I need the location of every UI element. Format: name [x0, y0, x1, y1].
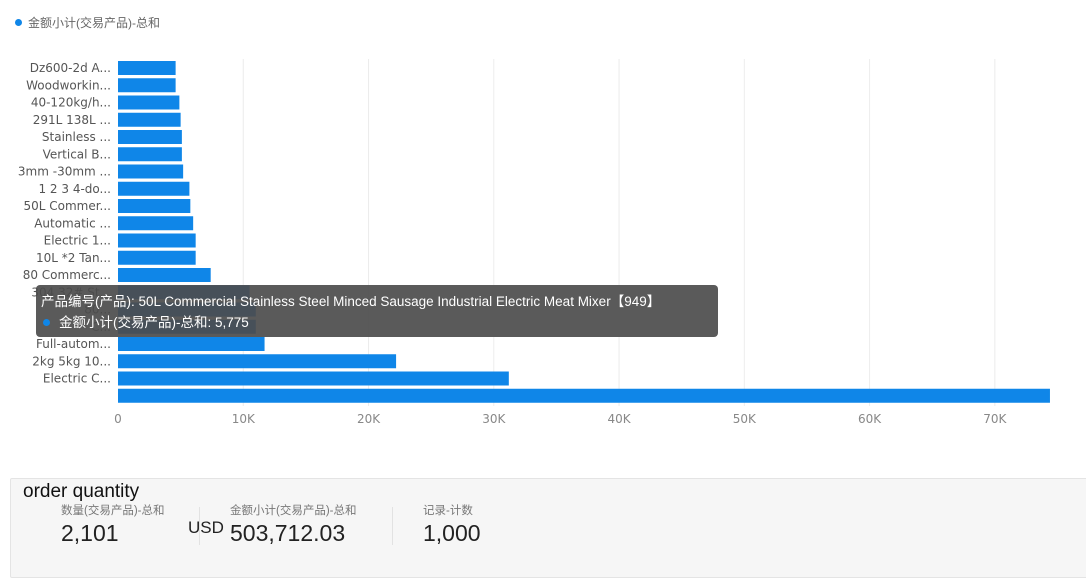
category-label: Automatic ... [34, 216, 111, 230]
bar[interactable] [118, 388, 1050, 403]
bar[interactable] [118, 268, 211, 282]
category-label: 80 Commerc... [23, 268, 111, 282]
summary-title: order quantity [23, 481, 140, 502]
bar[interactable] [118, 233, 196, 248]
tooltip-value: 金额小计(交易产品)-总和: 5,775 [59, 315, 249, 330]
category-label: 1 2 3 4-do... [38, 182, 111, 196]
kpi-quantity: 数量(交易产品)-总和 2,101 [61, 502, 165, 547]
category-label: Electric C... [43, 372, 111, 386]
bar[interactable] [118, 337, 265, 351]
x-tick-label: 40K [607, 412, 631, 426]
kpi-divider [199, 507, 200, 545]
bar[interactable] [118, 164, 184, 179]
category-label: Dz600-2d A... [30, 61, 111, 75]
bar[interactable] [118, 112, 181, 127]
legend-marker-icon [15, 19, 22, 26]
category-label: 291L 138L ... [33, 113, 111, 127]
kpi-quantity-label: 数量(交易产品)-总和 [61, 505, 165, 517]
category-label: 2kg 5kg 10... [32, 354, 111, 368]
kpi-quantity-value: 2,101 [61, 520, 119, 546]
bar[interactable] [118, 199, 191, 213]
bar[interactable] [118, 61, 176, 75]
chart-area: 金额小计(交易产品)-总和 Dz600-2d A... Woodworkin...… [15, 14, 1050, 426]
bar[interactable] [118, 216, 194, 231]
chart-legend[interactable]: 金额小计(交易产品)-总和 [15, 14, 160, 31]
summary-card: order quantity 数量(交易产品)-总和 2,101 USD 金额小… [10, 478, 1086, 578]
tooltip-series-marker-icon [43, 319, 50, 326]
kpi-divider [392, 507, 393, 545]
x-tick-label: 0 [114, 412, 122, 426]
kpi-amount-value: 503,712.03 [230, 520, 346, 546]
x-tick-label: 60K [858, 412, 882, 426]
bar[interactable] [118, 354, 397, 369]
x-tick-label: 20K [357, 412, 381, 426]
bar[interactable] [118, 371, 509, 386]
chart-tooltip: 产品编号(产品): 50L Commercial Stainless Steel… [36, 285, 718, 337]
category-label: 50L Commer... [23, 199, 111, 213]
bar[interactable] [118, 181, 190, 196]
category-label: Electric 1... [44, 234, 111, 248]
bar[interactable] [118, 95, 180, 110]
x-tick-label: 30K [482, 412, 506, 426]
kpi-count-label: 记录-计数 [423, 505, 473, 517]
kpi-amount-label: 金额小计(交易产品)-总和 [230, 505, 357, 517]
kpi-amount-unit: USD [188, 518, 224, 537]
tooltip-title: 产品编号(产品): 50L Commercial Stainless Steel… [41, 294, 661, 309]
legend-label: 金额小计(交易产品)-总和 [28, 16, 160, 30]
bar[interactable] [118, 130, 182, 144]
x-tick-label: 50K [733, 412, 757, 426]
bar[interactable] [118, 147, 182, 162]
category-label: Stainless ... [42, 130, 111, 144]
kpi-amount: 金额小计(交易产品)-总和 503,712.03 [230, 502, 357, 547]
category-label: 3mm -30mm ... [18, 165, 111, 179]
kpi-count-value: 1,000 [423, 520, 481, 546]
kpi-count: 记录-计数 1,000 [423, 502, 481, 547]
category-label: Full-autom... [36, 337, 111, 351]
bar-chart: Dz600-2d A... Woodworkin... 40-120kg/h... 2… [18, 59, 1050, 426]
x-tick-label: 10K [232, 412, 256, 426]
bar[interactable] [118, 78, 176, 93]
category-label: Vertical B... [43, 147, 111, 161]
category-label: 40-120kg/h... [31, 96, 111, 110]
category-label: 10L *2 Tan... [36, 251, 111, 265]
bar[interactable] [118, 250, 196, 265]
x-tick-label: 70K [983, 412, 1007, 426]
category-label: Woodworkin... [26, 78, 111, 92]
